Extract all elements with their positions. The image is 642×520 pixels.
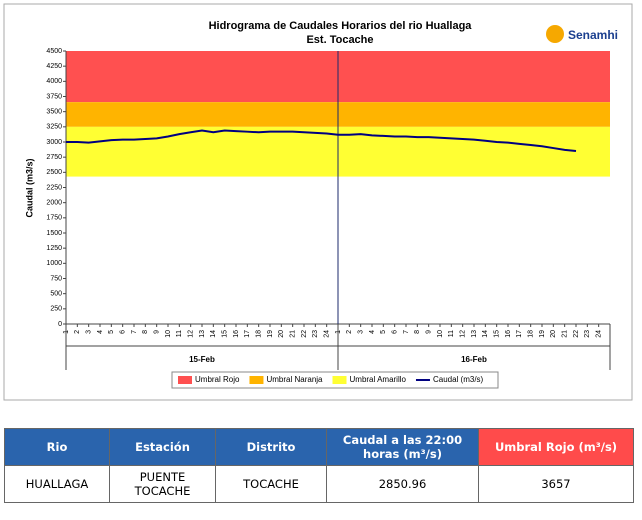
x-tick-label: 7 — [403, 330, 410, 334]
x-tick-label: 17 — [516, 330, 523, 338]
x-tick-label: 7 — [131, 330, 138, 334]
x-tick-label: 3 — [86, 330, 93, 334]
x-tick-label: 20 — [278, 330, 285, 338]
summary-table: Rio Estación Distrito Caudal a las 22:00… — [4, 428, 634, 503]
y-tick-label: 1250 — [46, 245, 62, 252]
x-tick-label: 13 — [199, 330, 206, 338]
legend-label: Umbral Rojo — [195, 375, 240, 384]
x-tick-label: 18 — [256, 330, 263, 338]
x-tick-label: 5 — [108, 330, 115, 334]
x-tick-label: 16 — [233, 330, 240, 338]
x-tick-label: 24 — [324, 330, 331, 338]
chart-subtitle: Est. Tocache — [306, 34, 373, 46]
x-tick-label: 20 — [550, 330, 557, 338]
header-cell: Rio — [4, 428, 110, 466]
x-tick-label: 9 — [426, 330, 433, 334]
x-tick-label: 19 — [539, 330, 546, 338]
logo-sun — [546, 25, 564, 43]
cell: 3657 — [478, 465, 634, 503]
group-label: 16-Feb — [461, 355, 487, 364]
x-tick-label: 10 — [437, 330, 444, 338]
y-tick-label: 3750 — [46, 93, 62, 100]
x-tick-label: 4 — [369, 330, 376, 334]
y-tick-label: 1750 — [46, 215, 62, 222]
y-tick-label: 4500 — [46, 48, 62, 55]
y-tick-label: 750 — [50, 275, 62, 282]
cell: 2850.96 — [326, 465, 479, 503]
legend-label: Caudal (m3/s) — [433, 375, 484, 384]
y-tick-label: 3500 — [46, 109, 62, 116]
x-tick-label: 22 — [301, 330, 308, 338]
x-tick-label: 23 — [584, 330, 591, 338]
x-tick-label: 10 — [165, 330, 172, 338]
x-tick-label: 8 — [414, 330, 421, 334]
cell: PUENTE TOCACHE — [109, 465, 216, 503]
legend: Umbral Rojo Umbral Naranja Umbral Amarillo… — [171, 371, 499, 389]
x-tick-label: 6 — [120, 330, 127, 334]
data-line — [66, 129, 577, 153]
x-tick-label: 21 — [562, 330, 569, 338]
x-tick-label: 6 — [392, 330, 399, 334]
x-tick-label: 2 — [346, 330, 353, 334]
x-tick-label: 8 — [142, 330, 149, 334]
x-tick-label: 18 — [528, 330, 535, 338]
y-tick-label: 3000 — [46, 139, 62, 146]
x-tick-label: 4 — [97, 330, 104, 334]
x-tick-label: 9 — [154, 330, 161, 334]
x-tick-label: 24 — [596, 330, 603, 338]
header-cell: Estación — [109, 428, 216, 466]
y-tick-label: 4000 — [46, 78, 62, 85]
legend-label: Umbral Naranja — [266, 375, 323, 384]
x-tick-label: 13 — [471, 330, 478, 338]
legend-swatch — [332, 376, 347, 384]
group-label: 15-Feb — [189, 355, 215, 364]
y-tick-label: 2750 — [46, 154, 62, 161]
cell: TOCACHE — [215, 465, 327, 503]
chart: Hidrograma de Caudales Horarios del rio … — [3, 3, 633, 401]
header-cell: Umbral Rojo (m³/s) — [478, 428, 634, 466]
cell: HUALLAGA — [4, 465, 110, 503]
x-tick-label: 2 — [74, 330, 81, 334]
header-cell: Caudal a las 22:00 horas (m³/s) — [326, 428, 479, 466]
y-tick-label: 1500 — [46, 230, 62, 237]
x-tick-label: 21 — [290, 330, 297, 338]
logo: Senamhi — [568, 28, 618, 42]
x-tick-label: 17 — [244, 330, 251, 338]
x-tick-label: 5 — [380, 330, 387, 334]
x-tick-label: 3 — [358, 330, 365, 334]
legend-label: Umbral Amarillo — [350, 375, 407, 384]
x-tick-label: 16 — [505, 330, 512, 338]
x-tick-label: 15 — [494, 330, 501, 338]
x-tick-label: 14 — [482, 330, 489, 338]
x-tick-label: 14 — [210, 330, 217, 338]
chart-title: Hidrograma de Caudales Horarios del rio … — [209, 20, 473, 32]
x-tick-label: 23 — [312, 330, 319, 338]
y-tick-label: 500 — [50, 291, 62, 298]
legend-swatch — [178, 376, 192, 384]
header-cell: Distrito — [215, 428, 327, 466]
x-tick-label: 19 — [267, 330, 274, 338]
y-tick-label: 0 — [58, 321, 62, 328]
y-tick-label: 4250 — [46, 63, 62, 70]
y-tick-label: 2250 — [46, 184, 62, 191]
x-tick-label: 11 — [448, 330, 455, 337]
y-axis-label: Caudal (m3/s) — [24, 158, 34, 217]
x-tick-label: 11 — [176, 330, 183, 337]
y-tick-label: 250 — [50, 306, 62, 313]
y-tick-label: 3250 — [46, 124, 62, 131]
y-tick-label: 1000 — [46, 260, 62, 267]
x-tick-label: 22 — [573, 330, 580, 338]
x-tick-label: 15 — [222, 330, 229, 338]
y-tick-label: 2500 — [46, 169, 62, 176]
y-tick-label: 2000 — [46, 200, 62, 207]
x-tick-label: 12 — [188, 330, 195, 338]
legend-swatch — [249, 376, 264, 384]
x-tick-label: 12 — [460, 330, 467, 338]
